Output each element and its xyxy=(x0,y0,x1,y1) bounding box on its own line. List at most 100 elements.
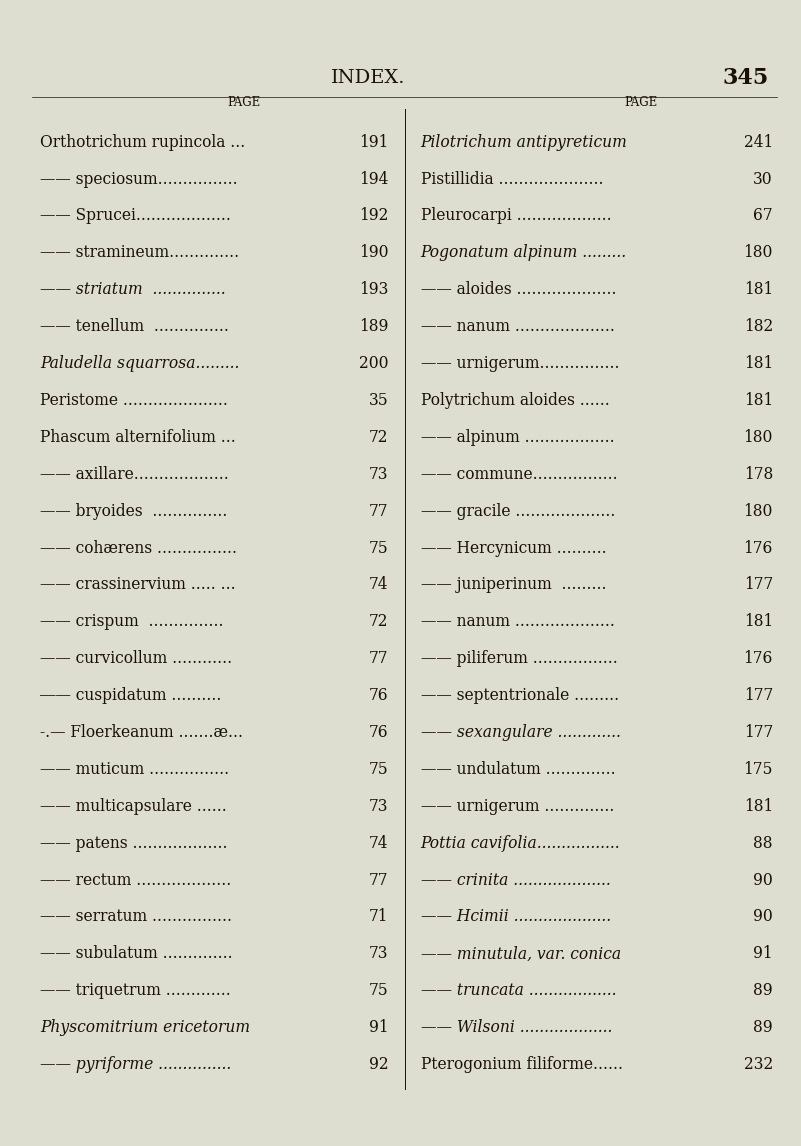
Text: —— muticum ................: —— muticum ................ xyxy=(40,761,229,778)
Text: 88: 88 xyxy=(754,834,773,851)
Text: Pistillidia .....................: Pistillidia ..................... xyxy=(421,171,603,188)
Text: —— nanum ....................: —— nanum .................... xyxy=(421,613,614,630)
Text: 189: 189 xyxy=(359,319,388,335)
Text: Phascum alternifolium ...: Phascum alternifolium ... xyxy=(40,429,235,446)
Text: —— Hercynicum ..........: —— Hercynicum .......... xyxy=(421,540,606,557)
Text: —— speciosum................: —— speciosum................ xyxy=(40,171,238,188)
Text: —— undulatum ..............: —— undulatum .............. xyxy=(421,761,615,778)
Text: 200: 200 xyxy=(359,355,388,372)
Text: —— patens ...................: —— patens ................... xyxy=(40,834,227,851)
Text: —— urnigerum................: —— urnigerum................ xyxy=(421,355,619,372)
Text: 181: 181 xyxy=(743,392,773,409)
Text: —— crinita ....................: —— crinita .................... xyxy=(421,872,610,888)
Text: —— crispum  ...............: —— crispum ............... xyxy=(40,613,223,630)
Text: 194: 194 xyxy=(359,171,388,188)
Text: Physcomitrium ericetorum: Physcomitrium ericetorum xyxy=(40,1019,250,1036)
Text: 180: 180 xyxy=(743,429,773,446)
Text: 76: 76 xyxy=(368,724,388,741)
Text: 91: 91 xyxy=(368,1019,388,1036)
Text: —— minutula, var. conica: —— minutula, var. conica xyxy=(421,945,621,963)
Text: —— juniperinum  .........: —— juniperinum ......... xyxy=(421,576,606,594)
Text: —— multicapsulare ......: —— multicapsulare ...... xyxy=(40,798,227,815)
Text: —— curvicollum ............: —— curvicollum ............ xyxy=(40,650,232,667)
Text: Pilotrichum antipyreticum: Pilotrichum antipyreticum xyxy=(421,134,627,151)
Text: —— cohærens ................: —— cohærens ................ xyxy=(40,540,237,557)
Text: —— commune.................: —— commune................. xyxy=(421,465,617,482)
Text: —— urnigerum ..............: —— urnigerum .............. xyxy=(421,798,614,815)
Text: 178: 178 xyxy=(743,465,773,482)
Text: 72: 72 xyxy=(369,613,388,630)
Text: Polytrichum aloides ......: Polytrichum aloides ...... xyxy=(421,392,610,409)
Text: 73: 73 xyxy=(369,945,388,963)
Text: —— pyriforme ...............: —— pyriforme ............... xyxy=(40,1055,231,1073)
Text: 181: 181 xyxy=(743,355,773,372)
Text: 182: 182 xyxy=(743,319,773,335)
Text: 73: 73 xyxy=(369,798,388,815)
Text: —— Sprucei...................: —— Sprucei................... xyxy=(40,207,231,225)
Text: 92: 92 xyxy=(368,1055,388,1073)
Text: Peristome .....................: Peristome ..................... xyxy=(40,392,228,409)
Text: Orthotrichum rupincola ...: Orthotrichum rupincola ... xyxy=(40,134,245,151)
Text: Pottia cavifolia.................: Pottia cavifolia................. xyxy=(421,834,620,851)
Text: 75: 75 xyxy=(368,982,388,999)
Text: PAGE: PAGE xyxy=(227,96,261,109)
Text: 74: 74 xyxy=(369,576,388,594)
Text: 232: 232 xyxy=(743,1055,773,1073)
Text: 345: 345 xyxy=(723,66,769,89)
Text: —— alpinum ..................: —— alpinum .................. xyxy=(421,429,614,446)
Text: —— stramineum..............: —— stramineum.............. xyxy=(40,244,239,261)
Text: —— gracile ....................: —— gracile .................... xyxy=(421,503,615,519)
Text: 67: 67 xyxy=(753,207,773,225)
Text: 75: 75 xyxy=(368,761,388,778)
Text: —— piliferum .................: —— piliferum ................. xyxy=(421,650,618,667)
Text: 90: 90 xyxy=(753,872,773,888)
Text: 89: 89 xyxy=(753,1019,773,1036)
Text: ―— cuspidatum ..........: ―— cuspidatum .......... xyxy=(40,688,221,704)
Text: -.— Floerkeanum .......æ...: -.— Floerkeanum .......æ... xyxy=(40,724,243,741)
Text: 177: 177 xyxy=(743,724,773,741)
Text: 175: 175 xyxy=(743,761,773,778)
Text: Pogonatum alpinum .........: Pogonatum alpinum ......... xyxy=(421,244,626,261)
Text: 180: 180 xyxy=(743,244,773,261)
Text: 177: 177 xyxy=(743,576,773,594)
Text: 77: 77 xyxy=(369,650,388,667)
Text: —— septentrionale .........: —— septentrionale ......... xyxy=(421,688,618,704)
Text: 91: 91 xyxy=(753,945,773,963)
Text: 30: 30 xyxy=(753,171,773,188)
Text: 72: 72 xyxy=(369,429,388,446)
Text: —— rectum ...................: —— rectum ................... xyxy=(40,872,231,888)
Text: 73: 73 xyxy=(369,465,388,482)
Text: —— axillare...................: —— axillare................... xyxy=(40,465,229,482)
Text: 76: 76 xyxy=(368,688,388,704)
Text: 77: 77 xyxy=(369,872,388,888)
Text: —— Wilsoni ...................: —— Wilsoni ................... xyxy=(421,1019,612,1036)
Text: 35: 35 xyxy=(368,392,388,409)
Text: 193: 193 xyxy=(359,281,388,298)
Text: 177: 177 xyxy=(743,688,773,704)
Text: —— nanum ....................: —— nanum .................... xyxy=(421,319,614,335)
Text: 181: 181 xyxy=(743,798,773,815)
Text: —— tenellum  ...............: —— tenellum ............... xyxy=(40,319,229,335)
Text: 241: 241 xyxy=(743,134,773,151)
Text: —— sexangulare .............: —— sexangulare ............. xyxy=(421,724,621,741)
Text: —— truncata ..................: —— truncata .................. xyxy=(421,982,616,999)
Text: 181: 181 xyxy=(743,281,773,298)
Text: 77: 77 xyxy=(369,503,388,519)
Text: 176: 176 xyxy=(743,650,773,667)
Text: 74: 74 xyxy=(369,834,388,851)
Text: Paludella squarrosa.........: Paludella squarrosa......... xyxy=(40,355,239,372)
Text: 90: 90 xyxy=(753,909,773,926)
Text: —— triquetrum .............: —— triquetrum ............. xyxy=(40,982,231,999)
Text: 71: 71 xyxy=(369,909,388,926)
Text: —— serratum ................: —— serratum ................ xyxy=(40,909,232,926)
Text: 192: 192 xyxy=(359,207,388,225)
Text: 191: 191 xyxy=(359,134,388,151)
Text: 176: 176 xyxy=(743,540,773,557)
Text: —— crassinervium ..... ...: —— crassinervium ..... ... xyxy=(40,576,235,594)
Text: 75: 75 xyxy=(368,540,388,557)
Text: —— aloides ....................: —— aloides .................... xyxy=(421,281,616,298)
Text: 180: 180 xyxy=(743,503,773,519)
Text: Pleurocarpi ...................: Pleurocarpi ................... xyxy=(421,207,611,225)
Text: 181: 181 xyxy=(743,613,773,630)
Text: 190: 190 xyxy=(359,244,388,261)
